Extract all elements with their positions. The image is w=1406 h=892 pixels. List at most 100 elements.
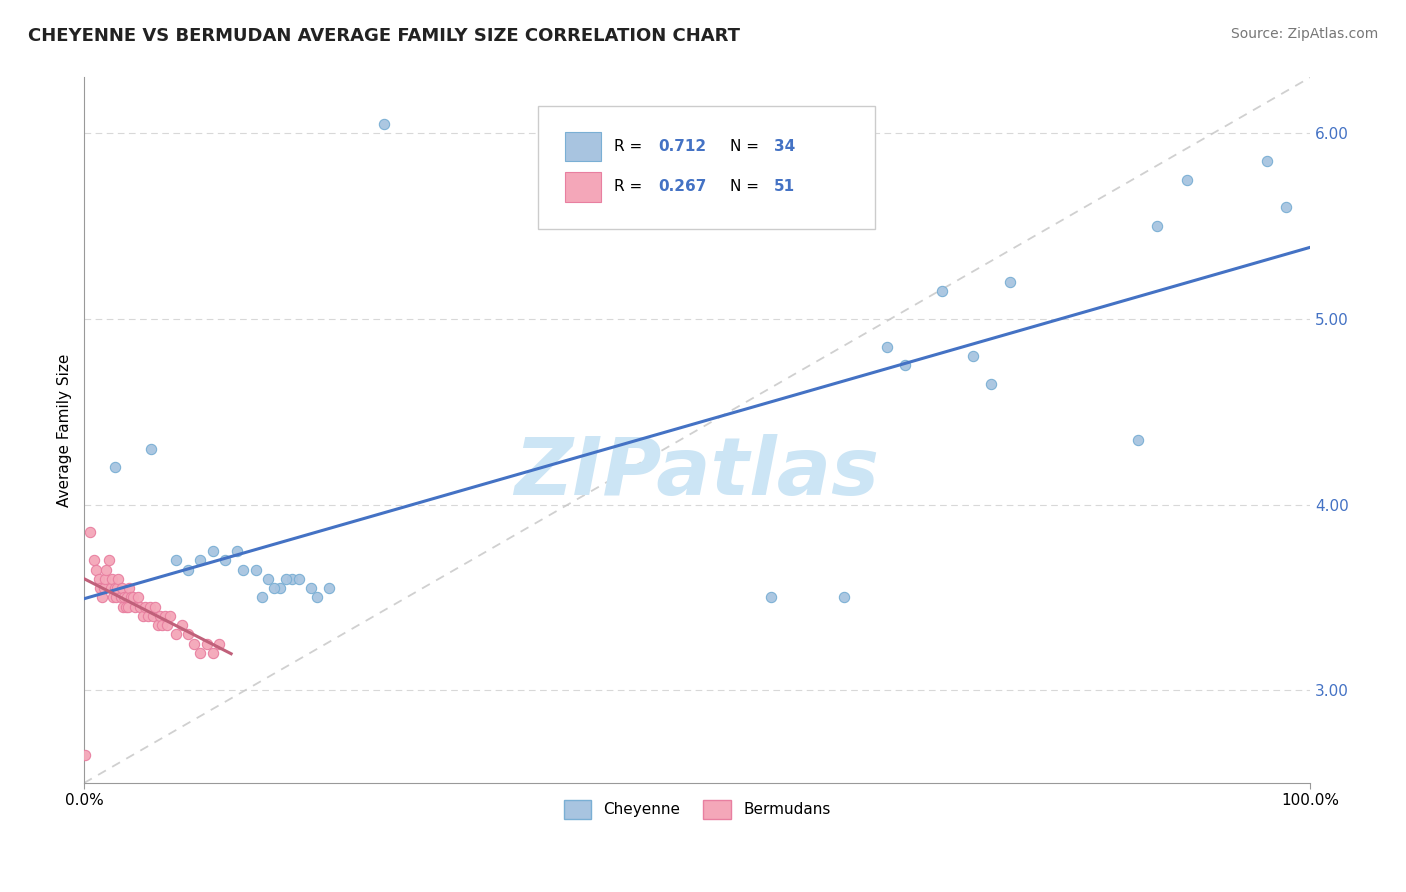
Point — [1177, 172, 1199, 186]
Point — [141, 442, 163, 456]
Text: R =: R = — [613, 179, 647, 194]
Point — [201, 646, 224, 660]
Point — [136, 608, 159, 623]
Point — [931, 284, 953, 298]
Point — [114, 591, 136, 605]
Point — [139, 599, 162, 614]
Point — [998, 275, 1021, 289]
FancyBboxPatch shape — [537, 105, 875, 229]
FancyBboxPatch shape — [565, 132, 602, 161]
Point — [83, 553, 105, 567]
Point — [156, 618, 179, 632]
Point — [980, 376, 1002, 391]
Text: ZIPatlas: ZIPatlas — [515, 434, 880, 512]
Point — [250, 591, 273, 605]
Point — [105, 581, 128, 595]
Text: CHEYENNE VS BERMUDAN AVERAGE FAMILY SIZE CORRELATION CHART: CHEYENNE VS BERMUDAN AVERAGE FAMILY SIZE… — [28, 27, 740, 45]
Point — [281, 572, 304, 586]
Point — [132, 608, 155, 623]
Point — [170, 618, 193, 632]
Point — [269, 581, 291, 595]
Point — [114, 599, 136, 614]
Point — [208, 637, 231, 651]
Point — [226, 544, 249, 558]
Point — [373, 117, 395, 131]
Point — [876, 340, 898, 354]
Point — [318, 581, 340, 595]
Point — [190, 553, 212, 567]
Point — [104, 460, 127, 475]
Point — [287, 572, 309, 586]
Text: R =: R = — [613, 139, 647, 154]
Y-axis label: Average Family Size: Average Family Size — [58, 353, 72, 507]
Point — [146, 618, 169, 632]
Point — [159, 608, 181, 623]
Point — [111, 581, 134, 595]
Point — [232, 562, 254, 576]
Point — [214, 553, 236, 567]
Point — [122, 591, 145, 605]
Text: 34: 34 — [775, 139, 796, 154]
Point — [1274, 201, 1296, 215]
Point — [100, 581, 122, 595]
Point — [894, 358, 917, 372]
Point — [152, 618, 174, 632]
Point — [149, 608, 172, 623]
Point — [1256, 153, 1278, 168]
Point — [124, 599, 146, 614]
Point — [110, 591, 132, 605]
Point — [153, 608, 176, 623]
Point — [165, 553, 187, 567]
Point — [84, 562, 107, 576]
Point — [962, 349, 984, 363]
Point — [1146, 219, 1168, 233]
Point — [183, 637, 205, 651]
Point — [759, 591, 782, 605]
Point — [165, 627, 187, 641]
Text: N =: N = — [730, 179, 763, 194]
Point — [245, 562, 267, 576]
Point — [97, 553, 120, 567]
Point — [305, 591, 328, 605]
Point — [1128, 433, 1150, 447]
Point — [276, 572, 298, 586]
Point — [93, 581, 115, 595]
Point — [94, 572, 117, 586]
Point — [79, 525, 101, 540]
Point — [177, 627, 200, 641]
Point — [832, 591, 855, 605]
Point — [201, 544, 224, 558]
Text: 0.712: 0.712 — [658, 139, 706, 154]
Point — [299, 581, 322, 595]
Point — [127, 591, 149, 605]
Point — [195, 637, 218, 651]
Point — [112, 599, 135, 614]
Point — [104, 591, 127, 605]
Point — [94, 562, 117, 576]
Text: 0.267: 0.267 — [658, 179, 706, 194]
Text: 51: 51 — [775, 179, 796, 194]
Point — [101, 572, 124, 586]
Text: N =: N = — [730, 139, 763, 154]
Point — [118, 581, 141, 595]
Point — [134, 599, 156, 614]
Point — [142, 608, 165, 623]
Point — [87, 572, 110, 586]
Point — [190, 646, 212, 660]
Point — [257, 572, 280, 586]
Point — [129, 599, 152, 614]
Point — [143, 599, 166, 614]
Point — [263, 581, 285, 595]
Legend: Cheyenne, Bermudans: Cheyenne, Bermudans — [558, 794, 837, 825]
Point — [117, 599, 139, 614]
Point — [91, 591, 114, 605]
Point — [177, 562, 200, 576]
Point — [115, 591, 138, 605]
Point — [120, 591, 142, 605]
Point — [103, 591, 125, 605]
Point — [75, 748, 97, 763]
Point — [107, 572, 129, 586]
Text: Source: ZipAtlas.com: Source: ZipAtlas.com — [1230, 27, 1378, 41]
FancyBboxPatch shape — [565, 172, 602, 202]
Point — [104, 581, 127, 595]
